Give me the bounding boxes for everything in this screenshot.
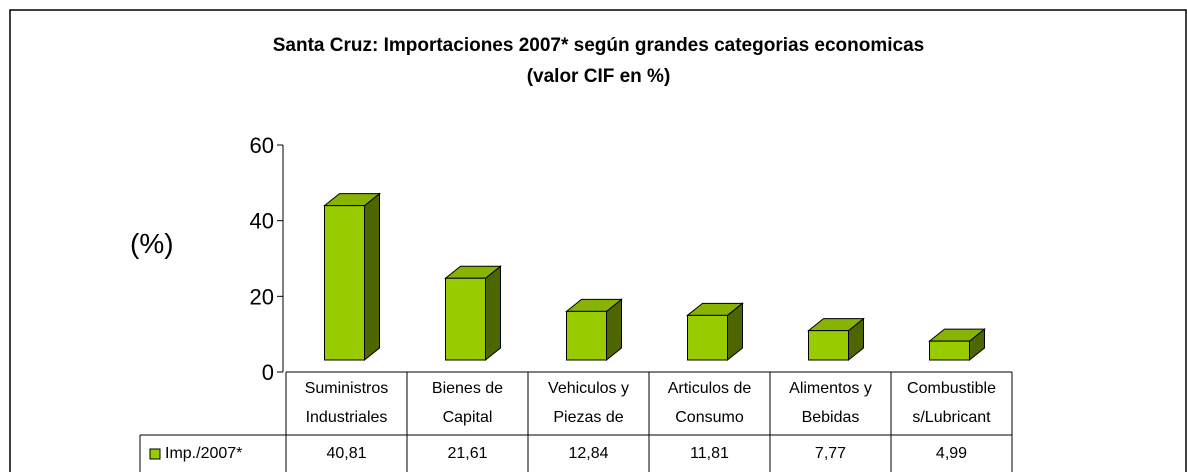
bar — [807, 317, 865, 362]
x-tick-label: Bienes de Capital — [431, 380, 504, 426]
bar-front — [566, 310, 607, 361]
y-tick-label: 60 — [250, 133, 274, 158]
bar-side — [364, 192, 380, 362]
legend-swatch — [149, 448, 161, 460]
bar-front — [445, 277, 486, 361]
data-label: 4,99 — [935, 445, 968, 462]
data-label: 40,81 — [326, 445, 367, 462]
data-label: 7,77 — [814, 445, 847, 462]
data-label: 11,81 — [690, 445, 729, 462]
bar-front — [808, 330, 849, 361]
y-tick-label: 0 — [262, 360, 274, 385]
chart-title: Santa Cruz: Importaciones 2007* según gr… — [272, 35, 925, 87]
data-label: 21,61 — [447, 445, 488, 462]
y-tick-label: 20 — [250, 284, 274, 309]
bar — [686, 302, 744, 362]
bar — [323, 192, 381, 362]
bar — [928, 328, 986, 362]
bar-front — [929, 340, 970, 361]
data-label: 12,84 — [568, 445, 609, 462]
chart-border — [9, 9, 1187, 472]
bar-side — [485, 265, 501, 362]
bar-front — [324, 205, 365, 361]
y-tick-label: 40 — [250, 209, 274, 234]
y-axis-label: (%) — [130, 228, 174, 259]
x-tick-label: Vehiculos y Piezas de — [548, 380, 629, 426]
x-tick-label: Combustible s/Lubricant — [907, 380, 996, 426]
bar-front — [687, 314, 728, 361]
x-tick-label: Suministros Industriales — [304, 380, 389, 426]
bar — [565, 298, 623, 362]
x-tick-label: Articulos de Consumo — [667, 380, 752, 426]
legend-label: Imp./2007* — [165, 445, 243, 462]
x-tick-label: Alimentos y Bebidas — [789, 380, 872, 426]
bar — [444, 265, 502, 362]
